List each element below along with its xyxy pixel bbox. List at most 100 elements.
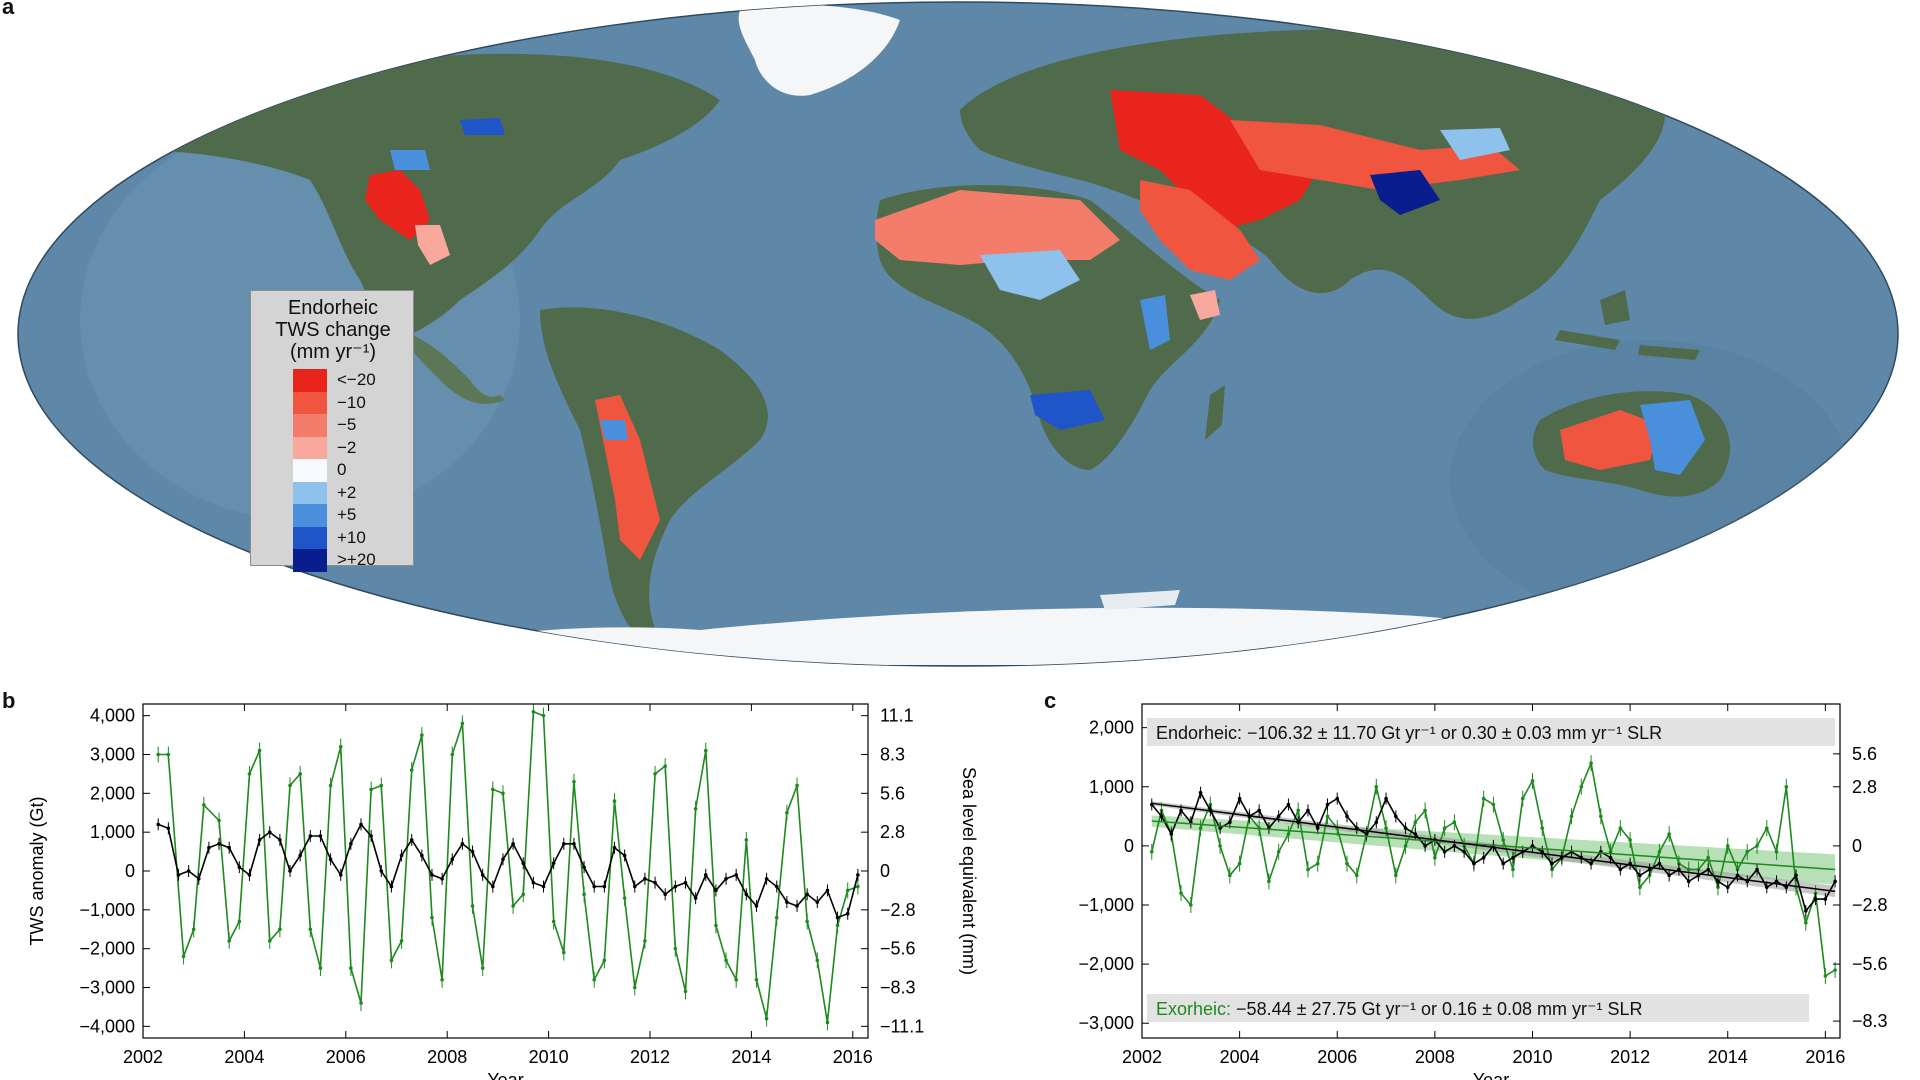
data-point (480, 966, 485, 970)
data-point (1462, 849, 1466, 854)
data-point (825, 1020, 830, 1025)
data-point (551, 861, 556, 866)
data-point (1228, 873, 1232, 878)
data-point (399, 853, 404, 858)
data-point (1374, 784, 1379, 789)
legend-label: −5 (337, 415, 357, 434)
data-point (1452, 844, 1457, 848)
data-point (217, 842, 221, 846)
series-0 (1149, 755, 1837, 984)
x-axis-label: Year (1473, 1070, 1509, 1080)
data-point (1472, 861, 1476, 866)
legend-swatch (293, 459, 327, 482)
data-point (1442, 826, 1447, 830)
data-point (764, 1016, 769, 1021)
data-point (1530, 844, 1535, 848)
basin-australia-east (1640, 400, 1705, 475)
data-point (257, 748, 262, 753)
data-point (1774, 849, 1779, 854)
data-point (491, 884, 495, 889)
data-point (1501, 838, 1506, 842)
data-point (1228, 820, 1232, 825)
y-tick-label: −4,000 (79, 1016, 135, 1036)
data-point (1823, 974, 1828, 978)
data-point (835, 915, 840, 920)
data-point (1813, 897, 1818, 901)
data-point (724, 958, 728, 963)
series-1 (156, 818, 860, 924)
data-point (785, 900, 789, 904)
data-point (1667, 873, 1671, 878)
data-point (531, 709, 536, 714)
data-point (1745, 849, 1750, 854)
y-right-tick-label: 5.6 (1852, 744, 1877, 764)
data-point (1784, 784, 1789, 789)
data-point (1764, 826, 1769, 830)
data-point (318, 834, 323, 838)
data-point (1257, 808, 1261, 813)
data-point (1364, 832, 1369, 836)
legend-label: +5 (337, 505, 357, 524)
data-point (1618, 826, 1623, 830)
data-point (1276, 849, 1281, 854)
y-tick-label: −3,000 (79, 978, 135, 998)
legend-title-line1: Endorheic (287, 297, 379, 319)
basin-mongolia (1440, 128, 1510, 160)
data-point (379, 869, 384, 873)
data-point (409, 838, 414, 842)
data-point (207, 845, 211, 850)
legend-swatch (293, 504, 327, 527)
data-point (653, 880, 657, 885)
data-point (1267, 879, 1271, 884)
data-point (693, 807, 698, 811)
data-point (1686, 867, 1691, 872)
data-point (166, 826, 171, 831)
data-point (1501, 861, 1506, 866)
data-point (612, 845, 617, 850)
world-map (17, 1, 1899, 667)
y-tick-label: 2,000 (1089, 718, 1134, 738)
y-tick-label: 1,000 (1089, 777, 1134, 797)
data-point (308, 834, 313, 838)
x-tick-label: 2004 (1220, 1047, 1260, 1067)
annotation-bottom-bg (1147, 994, 1809, 1022)
x-tick-label: 2012 (1610, 1047, 1650, 1067)
x-tick-label: 2006 (1317, 1047, 1357, 1067)
data-point (399, 939, 404, 943)
data-point (562, 842, 566, 846)
legend: Endorheic TWS change (mm yr⁻¹) <−20 −10 −5… (250, 290, 414, 572)
x-tick-label: 2016 (1805, 1047, 1845, 1067)
data-point (683, 989, 688, 994)
data-point (1647, 867, 1652, 872)
data-point (1520, 796, 1525, 801)
data-point (683, 880, 688, 885)
data-point (1833, 879, 1837, 884)
data-point (785, 810, 789, 815)
data-point (430, 873, 434, 877)
y-axis-right-label: Sea level equivalent (mm) (959, 767, 979, 975)
data-point (247, 873, 252, 877)
y-right-tick-label: 8.3 (880, 744, 905, 764)
data-point (298, 853, 302, 858)
data-point (1540, 826, 1545, 830)
y-tick-label: −1,000 (79, 900, 135, 920)
data-point (1638, 885, 1642, 890)
data-point (622, 896, 627, 900)
y-right-tick-label: −8.3 (880, 978, 916, 998)
data-point (389, 884, 394, 889)
data-point (541, 713, 546, 718)
data-point (298, 772, 302, 776)
y-tick-label: −1,000 (1078, 895, 1134, 915)
series-line (158, 710, 859, 1023)
data-point (703, 873, 708, 877)
data-point (856, 873, 860, 877)
data-point (1755, 867, 1759, 872)
data-point (389, 958, 394, 963)
data-point (653, 772, 657, 776)
y-tick-label: −2,000 (1078, 954, 1134, 974)
data-point (1218, 844, 1222, 848)
data-point (1667, 832, 1671, 836)
data-point (1716, 879, 1720, 884)
data-point (1384, 826, 1388, 830)
y-right-tick-label: 0 (1852, 836, 1862, 856)
